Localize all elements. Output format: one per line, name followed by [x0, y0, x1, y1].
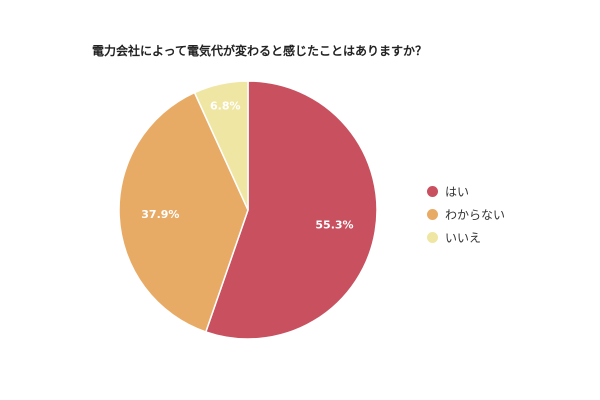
- data-label: 37.9%: [141, 208, 179, 221]
- chart-title: 電力会社によって電気代が変わると感じたことはありますか？: [92, 44, 428, 58]
- legend: はい わからない いいえ: [427, 180, 505, 249]
- legend-label: はい: [445, 185, 470, 199]
- legend-label: いいえ: [445, 231, 482, 245]
- legend-swatch: [427, 186, 438, 197]
- legend-label: わからない: [445, 208, 506, 222]
- data-label: 55.3%: [315, 219, 353, 232]
- slice-wakaranai[interactable]: [118, 91, 249, 333]
- slice-iie[interactable]: [193, 80, 249, 211]
- legend-item-iie[interactable]: いいえ: [427, 226, 505, 249]
- data-label: 6.8%: [210, 99, 241, 112]
- legend-swatch: [427, 232, 438, 243]
- legend-swatch: [427, 209, 438, 220]
- legend-item-wakaranai[interactable]: わからない: [427, 203, 505, 226]
- legend-item-hai[interactable]: はい: [427, 180, 505, 203]
